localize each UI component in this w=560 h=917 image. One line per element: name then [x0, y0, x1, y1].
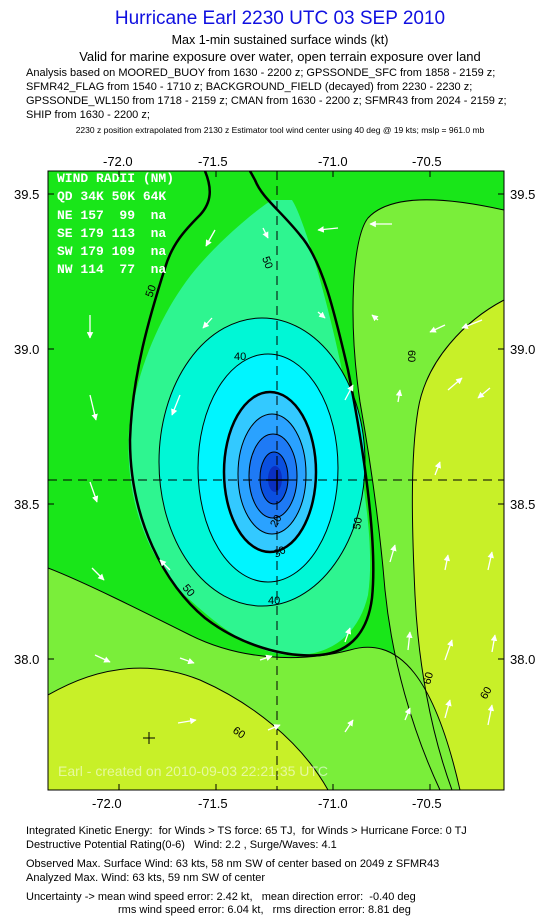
longitude-labels-bottom: -72.0 -71.5 -71.0 -70.5 — [92, 796, 442, 811]
contour-label: 50 — [144, 283, 159, 299]
contour-label: 60 — [230, 725, 247, 742]
max-wind-marker — [143, 732, 155, 744]
wind-field: WIND RADII (NM) QD 34K 50K 64K NE 157 99… — [48, 171, 504, 790]
observed-max-line: Observed Max. Surface Wind: 63 kts, 58 n… — [26, 858, 440, 870]
wind-radii-row: SE 179 113 na — [57, 226, 166, 241]
lat-tick-label: 38.0 — [510, 652, 535, 667]
dpr-line: Destructive Potential Rating(0-6) Wind: … — [26, 839, 337, 851]
contour-label: 20 — [268, 513, 285, 530]
analysis-line: SFMR42_FLAG from 1540 - 1710 z; BACKGROU… — [26, 81, 473, 93]
lat-tick-label: 39.0 — [510, 342, 535, 357]
wind-map: WIND RADII (NM) QD 34K 50K 64K NE 157 99… — [14, 154, 535, 811]
page-title: Hurricane Earl 2230 UTC 03 SEP 2010 — [114, 8, 446, 29]
latitude-labels-left: 39.5 39.0 38.5 38.0 — [14, 187, 39, 667]
subtitle-winds: Max 1-min sustained surface winds (kt) — [171, 33, 389, 47]
position-note: 2230 z position extrapolated from 2130 z… — [75, 125, 485, 135]
lon-tick-label: -70.5 — [412, 796, 442, 811]
uncertainty-line: Uncertainty -> mean wind speed error: 2.… — [26, 891, 416, 903]
latitude-labels-right: 39.5 39.0 38.5 38.0 — [510, 187, 535, 667]
lon-tick-label: -70.5 — [412, 154, 442, 169]
lime-zone-east — [412, 290, 504, 790]
ike-line: Integrated Kinetic Energy: for Winds > T… — [26, 825, 467, 837]
lat-tick-label: 39.0 — [14, 342, 39, 357]
lime-zone-south — [48, 668, 328, 790]
uncertainty-rms-line: rms wind speed error: 6.04 kt, rms direc… — [118, 904, 411, 916]
contour-lines — [48, 171, 504, 790]
lat-tick-label: 39.5 — [510, 187, 535, 202]
contour-inner — [237, 413, 307, 535]
contour-70-east — [411, 299, 504, 790]
wind-radii-title: WIND RADII (NM) — [57, 171, 174, 186]
contour-inner — [248, 433, 298, 519]
analysis-line: Analysis based on MOORED_BUOY from 1630 … — [26, 67, 496, 79]
lat-tick-label: 38.5 — [510, 497, 535, 512]
contour-label: 60 — [478, 685, 495, 702]
lat-tick-label: 38.5 — [14, 497, 39, 512]
analyzed-max-line: Analyzed Max. Wind: 63 kts, 59 nm SW of … — [26, 872, 266, 884]
contour-label: 30 — [272, 544, 289, 561]
plot-frame — [47, 170, 505, 791]
analysis-line: GPSSONDE_WL150 from 1718 - 2159 z; CMAN … — [26, 95, 507, 107]
longitude-labels-top: -72.0 -71.5 -71.0 -70.5 — [103, 154, 442, 169]
contour-20-thick — [222, 390, 318, 554]
lon-tick-label: -72.0 — [103, 154, 133, 169]
wind-vectors — [86, 220, 498, 733]
contour-label: 60 — [405, 350, 417, 362]
lon-tick-label: -71.0 — [318, 796, 348, 811]
subtitle-exposure: Valid for marine exposure over water, op… — [79, 49, 481, 64]
lon-tick-label: -72.0 — [92, 796, 122, 811]
contour-label: 40 — [268, 595, 280, 607]
contour-70-south — [48, 667, 329, 790]
center-marker — [266, 470, 288, 490]
lon-tick-label: -71.0 — [318, 154, 348, 169]
contour-60-east — [352, 199, 504, 790]
contour-label: 50 — [259, 255, 274, 271]
contour-60-south — [48, 567, 461, 790]
analysis-line: SHIP from 1630 - 2200 z; — [26, 109, 150, 121]
core-eye — [268, 466, 282, 492]
contour-label: 50 — [351, 516, 365, 530]
wind-radii-row: SW 179 109 na — [57, 244, 166, 259]
lon-tick-label: -71.5 — [198, 154, 228, 169]
lat-tick-label: 39.5 — [14, 187, 39, 202]
contour-labels: 50 50 50 50 40 40 30 20 50 60 60 60 60 — [144, 255, 495, 742]
contour-40 — [158, 317, 366, 607]
lat-tick-label: 38.0 — [14, 652, 39, 667]
contour-30 — [197, 353, 339, 583]
wind-radii-header: QD 34K 50K 64K — [57, 189, 166, 204]
wind-radii-row: NE 157 99 na — [57, 208, 166, 223]
contour-inner — [259, 451, 289, 505]
axis-ticks — [48, 171, 504, 790]
contour-label: 40 — [234, 351, 246, 363]
wind-radii-table: WIND RADII (NM) QD 34K 50K 64K NE 157 99… — [57, 171, 174, 277]
contour-label: 60 — [421, 671, 436, 686]
credit-watermark: Earl - created on 2010-09-03 22:21:35 UT… — [58, 763, 328, 779]
wind-radii-row: NW 114 77 na — [57, 262, 166, 277]
lon-tick-label: -71.5 — [198, 796, 228, 811]
